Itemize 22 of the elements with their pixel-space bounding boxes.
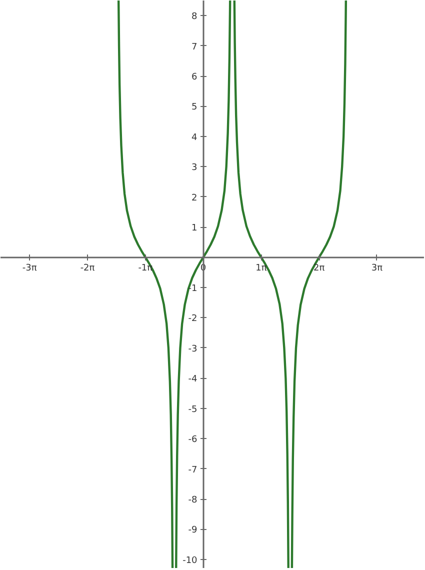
x-tick-label: 1π (256, 263, 268, 274)
y-tick-label: -5 (188, 404, 198, 415)
y-tick-label: -4 (188, 374, 198, 385)
y-tick-label: -6 (188, 435, 198, 446)
y-tick-label: 3 (192, 163, 198, 174)
y-tick-label: -3 (188, 344, 198, 354)
x-tick-label: -3π (22, 263, 38, 274)
y-tick-label: 8 (192, 12, 198, 22)
x-tick-label: 2π (313, 263, 326, 274)
y-tick-label: 5 (192, 102, 198, 113)
y-tick-label: -10 (182, 556, 198, 566)
y-tick-label: -7 (188, 465, 198, 476)
y-tick-label: -8 (188, 496, 198, 506)
y-tick-label: 4 (192, 132, 198, 143)
y-tick-label: -9 (188, 526, 198, 536)
y-tick-label: 7 (192, 42, 198, 52)
y-tick-label: 1 (192, 224, 198, 234)
y-tick-label: 6 (192, 72, 198, 83)
x-tick-label: 3π (371, 263, 384, 274)
x-tick-label: -2π (80, 263, 96, 274)
y-tick-label: -2 (188, 314, 198, 324)
y-tick-label: 2 (192, 193, 198, 204)
